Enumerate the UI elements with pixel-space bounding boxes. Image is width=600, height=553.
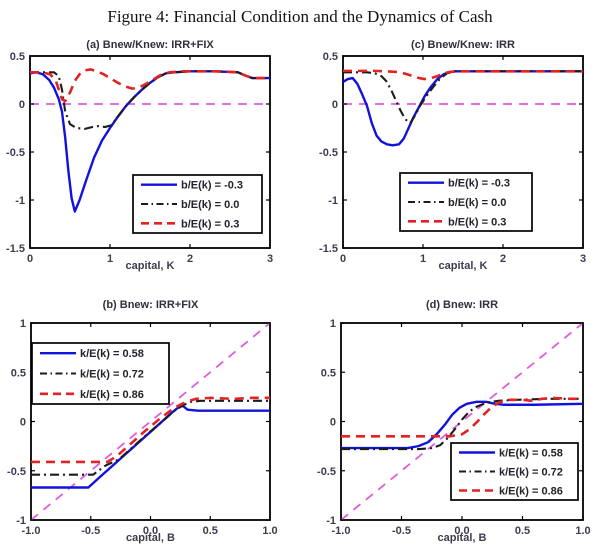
legend-entry-label: k/E(k) = 0.58: [499, 448, 563, 460]
y-tick-label: -0.5: [7, 466, 26, 478]
x-tick-label: 1: [420, 253, 426, 265]
series-line-1: [31, 399, 270, 476]
y-tick-label: 1: [20, 318, 26, 330]
subplot-c-xlabel: capital, K: [438, 260, 488, 272]
legend-entry-label: b/E(k) = -0.3: [448, 178, 510, 190]
series-line-0: [29, 70, 270, 213]
subplot-c: (c) Bnew/Knew: IRR 0 1 2 3 0.5 0 -0.5 -1 -1.5 b/E…: [300, 36, 600, 280]
legend-entry-label: b/E(k) = 0.3: [181, 218, 239, 230]
reference-line-diagonal: [340, 322, 584, 521]
y-tick-label: -1: [326, 515, 336, 527]
x-tick-label: 0: [27, 253, 33, 265]
y-tick-label: 1: [330, 318, 336, 330]
y-tick-label: -1: [16, 515, 26, 527]
series-line-1: [30, 70, 270, 131]
legend-entry-label: b/E(k) = 0.0: [448, 197, 506, 209]
y-tick-label: 0: [19, 99, 25, 111]
x-tick-label: 3: [267, 253, 273, 265]
y-tick-label: 0.5: [10, 51, 25, 63]
x-tick-label: 1.0: [262, 525, 277, 537]
series-line-0: [31, 404, 270, 489]
x-tick-label: 2: [500, 253, 506, 265]
legend-entry-label: k/E(k) = 0.86: [499, 486, 563, 498]
subplot-c-title: (c) Bnew/Knew: IRR: [411, 39, 515, 51]
y-tick-label: 0.5: [321, 367, 336, 379]
subplot-a-canvas: 0 1 2 3 0.5 0 -0.5 -1 -1.5 b/E(k) = -0.3 b/E(k) = …: [6, 51, 273, 265]
legend-entry-label: k/E(k) = 0.72: [499, 467, 563, 479]
legend-entry-label: k/E(k) = 0.58: [80, 348, 144, 360]
x-tick-label: 1: [107, 253, 113, 265]
series-line-2: [30, 68, 270, 103]
legend-entry-label: k/E(k) = 0.86: [80, 389, 144, 401]
subplot-d-xlabel: capital, B: [437, 532, 487, 544]
figure-title: Figure 4: Financial Condition and the Dy…: [107, 7, 493, 26]
subplot-b-canvas: -1.0 -0.5 0.0 0.5 1.0 1 0.5 0 -0.5 -1 k/E(k) = 0.5…: [7, 318, 278, 537]
x-tick-label: -0.5: [392, 525, 411, 537]
y-tick-label: -0.5: [317, 466, 336, 478]
series-line-1: [341, 397, 583, 451]
series-line-2: [341, 396, 583, 438]
subplot-d-canvas: -1.0 -0.5 0.0 0.5 1.0 1 0.5 0 -0.5 -1 k/E(k) = 0.5…: [317, 318, 591, 537]
x-tick-label: 1.0: [575, 525, 590, 537]
subplot-a-title: (a) Bnew/Knew: IRR+FIX: [86, 39, 214, 51]
subplot-a-xlabel: capital, K: [125, 260, 175, 272]
x-tick-label: 0.0: [454, 525, 469, 537]
subplot-a: (a) Bnew/Knew: IRR+FIX 0 1 2 3 0.5 0 -0.5 -1 -1.…: [0, 36, 300, 280]
y-tick-label: -0.5: [6, 147, 25, 159]
y-tick-label: 0.5: [11, 367, 26, 379]
y-tick-label: 0: [330, 417, 336, 429]
subplot-d-title: (d) Bnew: IRR: [425, 299, 499, 311]
subplot-d: (d) Bnew: IRR -1.0 -0.5 0.0 0.5 1.0 1 0.5 0 -0.5…: [300, 296, 600, 553]
x-tick-label: -1.0: [332, 525, 351, 537]
x-tick-label: -1.0: [22, 525, 41, 537]
y-tick-label: -1.5: [319, 243, 338, 255]
series-line-0: [341, 400, 584, 450]
legend-entry-label: b/E(k) = -0.3: [181, 180, 243, 192]
subplot-b: (b) Bnew: IRR+FIX -1.0 -0.5 0.0 0.5 1.0 1 0.5 0…: [0, 296, 300, 553]
x-tick-label: -0.5: [81, 525, 100, 537]
x-tick-label: 0.0: [143, 525, 158, 537]
x-tick-label: 0: [340, 253, 346, 265]
x-tick-label: 3: [580, 253, 586, 265]
y-tick-label: -1: [328, 195, 338, 207]
series-line-2: [343, 69, 583, 81]
x-tick-label: 0.5: [203, 525, 218, 537]
subplot-c-canvas: 0 1 2 3 0.5 0 -0.5 -1 -1.5 b/E(k) = -0.3 b/E(k) = …: [319, 51, 586, 265]
y-tick-label: -0.5: [319, 147, 338, 159]
subplot-b-title: (b) Bnew: IRR+FIX: [102, 299, 199, 311]
y-tick-label: -1: [15, 195, 25, 207]
y-tick-label: -1.5: [6, 243, 25, 255]
x-tick-label: 2: [187, 253, 193, 265]
legend-entry-label: k/E(k) = 0.72: [80, 369, 144, 381]
subplot-b-xlabel: capital, B: [126, 532, 175, 544]
x-tick-label: 0.5: [515, 525, 530, 537]
y-tick-label: 0: [20, 417, 26, 429]
y-tick-label: 0: [332, 99, 338, 111]
legend-entry-label: b/E(k) = 0.3: [448, 216, 506, 228]
y-tick-label: 0.5: [323, 51, 338, 63]
legend-entry-label: b/E(k) = 0.0: [181, 199, 239, 211]
